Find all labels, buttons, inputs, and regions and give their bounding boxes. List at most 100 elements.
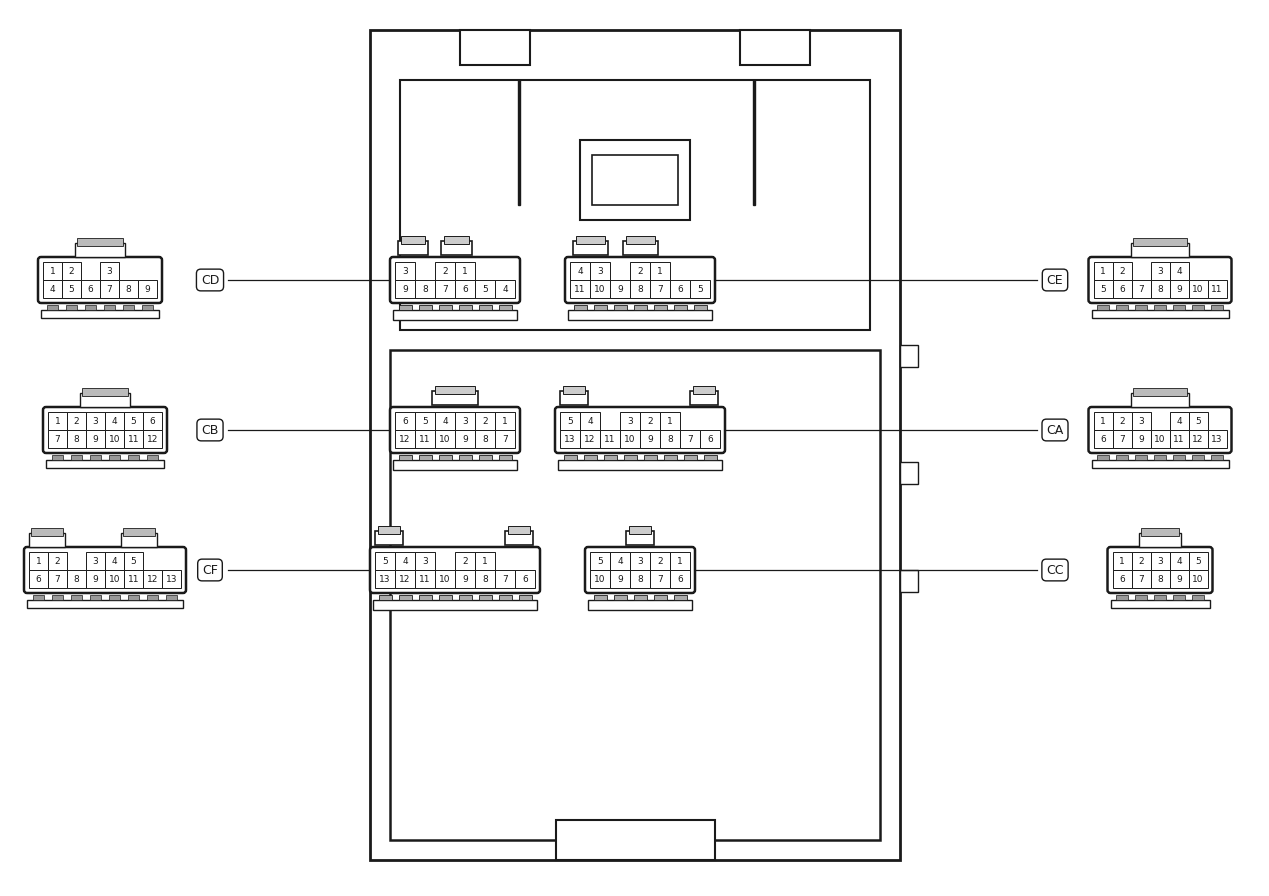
Bar xyxy=(505,531,533,545)
Bar xyxy=(1113,570,1132,588)
Bar xyxy=(563,455,576,460)
Text: 8: 8 xyxy=(637,285,643,294)
Text: 7: 7 xyxy=(1138,285,1143,294)
Bar xyxy=(563,386,585,394)
Bar xyxy=(1212,455,1223,460)
Text: CB: CB xyxy=(202,424,218,436)
Bar xyxy=(398,241,429,255)
Bar xyxy=(680,430,700,448)
Text: 6: 6 xyxy=(402,417,407,426)
Text: 12: 12 xyxy=(1193,435,1204,444)
Bar xyxy=(143,430,162,448)
Bar xyxy=(1132,243,1189,257)
Bar xyxy=(143,570,162,588)
Bar xyxy=(456,262,475,280)
Bar xyxy=(569,310,712,320)
Text: 9: 9 xyxy=(462,574,468,583)
Text: 7: 7 xyxy=(503,574,508,583)
Text: 3: 3 xyxy=(1157,556,1162,565)
Bar xyxy=(478,305,491,310)
Text: 10: 10 xyxy=(109,435,121,444)
FancyBboxPatch shape xyxy=(24,547,187,593)
Bar xyxy=(613,305,627,310)
Text: 4: 4 xyxy=(588,417,593,426)
Bar xyxy=(684,455,697,460)
Text: 3: 3 xyxy=(93,556,99,565)
Bar xyxy=(600,430,621,448)
Text: 10: 10 xyxy=(594,574,605,583)
Bar xyxy=(86,412,105,430)
Bar xyxy=(556,820,714,860)
Bar xyxy=(1132,393,1189,407)
Text: 4: 4 xyxy=(1176,556,1181,565)
Bar xyxy=(1117,595,1128,600)
Text: 4: 4 xyxy=(1176,417,1181,426)
Text: 5: 5 xyxy=(1195,417,1200,426)
Bar xyxy=(1091,310,1228,318)
Text: 2: 2 xyxy=(55,556,61,565)
Bar xyxy=(674,595,687,600)
Bar xyxy=(373,600,537,610)
Text: 5: 5 xyxy=(131,417,136,426)
Bar xyxy=(1136,455,1147,460)
Text: 10: 10 xyxy=(624,435,636,444)
Bar xyxy=(458,595,472,600)
Text: 6: 6 xyxy=(88,285,94,294)
Text: 4: 4 xyxy=(617,556,623,565)
Bar xyxy=(415,412,435,430)
Bar xyxy=(395,262,415,280)
Text: 8: 8 xyxy=(667,435,673,444)
Text: 5: 5 xyxy=(697,285,703,294)
Bar xyxy=(43,280,62,298)
Text: 1: 1 xyxy=(55,417,61,426)
Bar xyxy=(86,430,105,448)
Bar xyxy=(398,595,411,600)
Bar xyxy=(47,305,58,310)
Bar xyxy=(439,595,452,600)
Bar xyxy=(439,455,452,460)
Bar xyxy=(376,570,395,588)
Bar xyxy=(590,280,610,298)
Bar xyxy=(29,533,65,547)
Bar xyxy=(123,305,135,310)
Bar xyxy=(81,280,100,298)
Bar xyxy=(588,600,692,610)
Bar xyxy=(1151,552,1170,570)
Bar xyxy=(499,455,511,460)
Text: 4: 4 xyxy=(402,556,407,565)
Bar xyxy=(574,241,608,255)
Text: 9: 9 xyxy=(402,285,407,294)
Text: CE: CE xyxy=(1047,273,1063,287)
Text: 9: 9 xyxy=(1176,574,1181,583)
Bar xyxy=(52,595,63,600)
Bar xyxy=(100,262,119,280)
Bar xyxy=(124,552,143,570)
Bar xyxy=(458,305,472,310)
Bar xyxy=(48,552,67,570)
Bar xyxy=(515,570,536,588)
Bar xyxy=(1189,412,1208,430)
Text: 7: 7 xyxy=(687,435,693,444)
Bar xyxy=(610,552,629,570)
Bar xyxy=(650,280,670,298)
Bar xyxy=(650,262,670,280)
Bar xyxy=(654,595,666,600)
Bar xyxy=(1113,262,1132,280)
Bar xyxy=(590,262,610,280)
Text: 3: 3 xyxy=(107,266,113,275)
Text: 13: 13 xyxy=(379,574,391,583)
Text: 2: 2 xyxy=(69,266,75,275)
Bar xyxy=(459,30,530,65)
Bar xyxy=(478,455,491,460)
FancyBboxPatch shape xyxy=(390,257,520,303)
Bar xyxy=(590,570,610,588)
Bar xyxy=(499,305,511,310)
Bar xyxy=(700,430,720,448)
Bar xyxy=(376,531,404,545)
Bar xyxy=(1132,280,1151,298)
Text: 9: 9 xyxy=(617,574,623,583)
Bar xyxy=(415,552,435,570)
Bar xyxy=(1208,280,1227,298)
Text: 5: 5 xyxy=(423,417,428,426)
Bar xyxy=(560,391,588,405)
